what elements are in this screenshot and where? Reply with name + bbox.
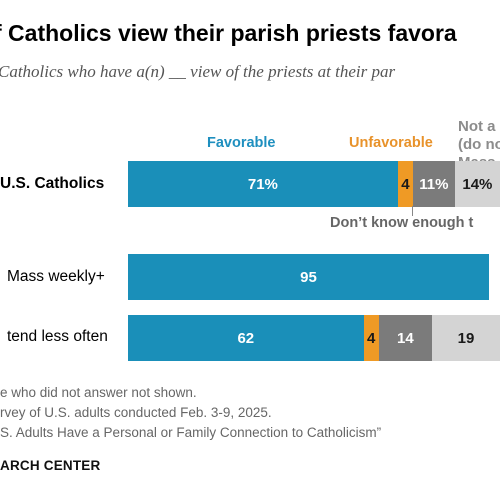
bar-value-label: 95 <box>300 268 317 286</box>
legend-not-attend-line: (do no <box>458 136 500 153</box>
bar-value-label: 14 <box>397 329 414 347</box>
note-line-2: rvey of U.S. adults conducted Feb. 3-9, … <box>0 405 272 420</box>
segment-not-attend: 19 <box>432 315 500 361</box>
bar-value-label: 11% <box>419 175 449 193</box>
source-logo: ARCH CENTER <box>0 458 101 473</box>
segment-favorable: 62 <box>128 315 364 361</box>
bar-value-label: 71% <box>247 175 278 193</box>
segment-dont-know: 14 <box>378 315 432 361</box>
segment-unfavorable: 4 <box>363 315 379 361</box>
chart-subtitle: Catholics who have a(n) __ view of the p… <box>0 62 396 81</box>
row-label-us-catholics: U.S. Catholics <box>0 175 105 192</box>
bar-value-label: 4 <box>367 329 376 347</box>
dont-know-connector <box>412 206 413 216</box>
note-line-1: e who did not answer not shown. <box>0 385 197 400</box>
note-line-3: S. Adults Have a Personal or Family Conn… <box>0 425 382 440</box>
row-label-mass-weekly: Mass weekly+ <box>7 268 105 285</box>
legend-not-attend-line: Not a <box>458 118 496 135</box>
segment-favorable: 95 <box>128 254 489 300</box>
row-label-attend-less-often: tend less often <box>7 328 108 345</box>
bar-value-label: 4 <box>401 175 410 193</box>
legend-favorable: Favorable <box>207 135 276 151</box>
bar-value-label: 14% <box>462 175 493 193</box>
legend-dont-know: Don’t know enough t <box>330 215 474 231</box>
legend-unfavorable: Unfavorable <box>349 135 433 151</box>
segment-favorable: 71% <box>128 161 398 207</box>
segment-not-attend: 14% <box>454 161 500 207</box>
bar-value-label: 62 <box>237 329 255 347</box>
chart-title: f Catholics view their parish priests fa… <box>0 20 457 46</box>
segment-dont-know: 11% <box>413 161 455 207</box>
bar-value-label: 19 <box>457 329 475 347</box>
segment-unfavorable: 4 <box>397 161 413 207</box>
